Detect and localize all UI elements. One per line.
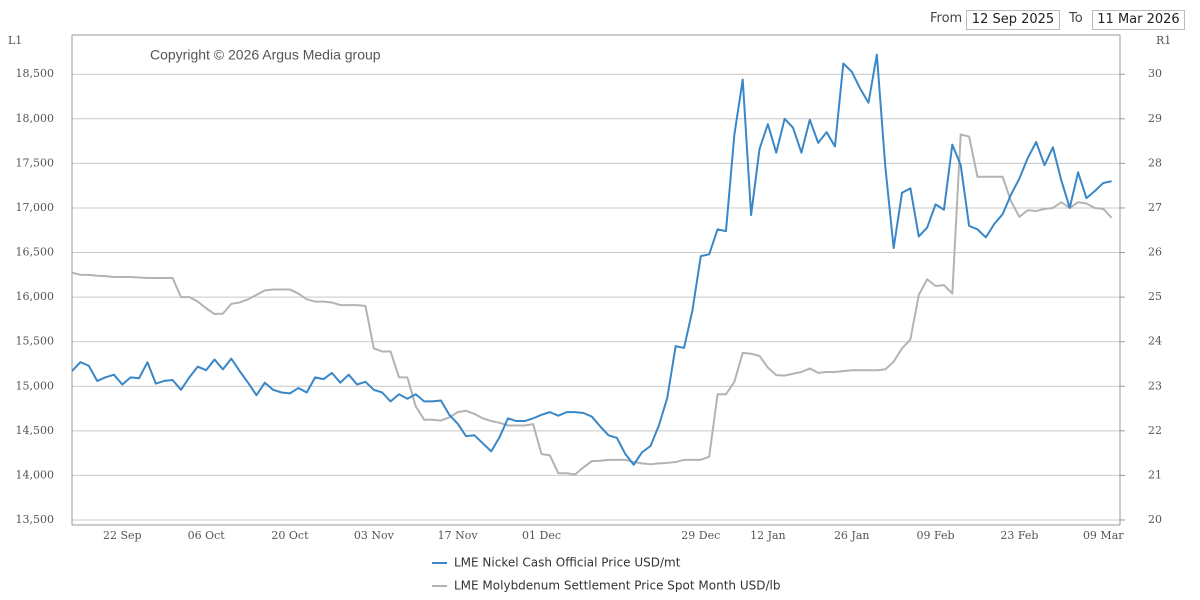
from-date-input[interactable]: 12 Sep 2025 (966, 10, 1060, 30)
x-tick-label: 26 Jan (834, 529, 870, 542)
y-tick-label: 17,000 (16, 201, 55, 214)
y2-tick-label: 26 (1148, 246, 1162, 259)
legend-label: LME Nickel Cash Official Price USD/mt (454, 556, 681, 570)
legend-label: LME Molybdenum Settlement Price Spot Mon… (454, 579, 780, 593)
to-date-input[interactable]: 11 Mar 2026 (1092, 10, 1185, 30)
x-tick-label: 17 Nov (438, 529, 479, 542)
y2-tick-label: 28 (1148, 156, 1162, 169)
y-tick-label: 18,000 (16, 112, 55, 125)
y2-tick-label: 24 (1148, 335, 1162, 348)
y2-axis-label: R1 (1156, 34, 1171, 47)
y-axis-label: L1 (8, 34, 22, 47)
to-label: To (1069, 11, 1083, 26)
y-tick-label: 16,000 (16, 290, 55, 303)
y2-tick-label: 21 (1148, 468, 1162, 481)
series-line (71, 133, 1113, 476)
x-tick-label: 09 Mar (1083, 529, 1124, 542)
from-label: From (930, 11, 963, 26)
y2-tick-label: 30 (1148, 67, 1162, 80)
y-tick-label: 15,000 (16, 379, 55, 392)
copyright: Copyright © 2026 Argus Media group (150, 47, 381, 63)
y2-tick-label: 23 (1148, 379, 1162, 392)
y2-tick-label: 25 (1148, 290, 1162, 303)
y-tick-label: 13,500 (16, 513, 55, 526)
x-tick-label: 01 Dec (522, 529, 561, 542)
y2-tick-label: 20 (1148, 513, 1162, 526)
x-tick-label: 09 Feb (917, 529, 955, 542)
x-tick-label: 03 Nov (354, 529, 395, 542)
y2-tick-label: 27 (1148, 201, 1162, 214)
y-tick-label: 18,500 (16, 67, 55, 80)
y-tick-label: 14,500 (16, 424, 55, 437)
y-tick-label: 16,500 (16, 246, 55, 259)
y2-tick-label: 29 (1148, 112, 1162, 125)
x-tick-label: 22 Sep (103, 529, 142, 542)
x-tick-label: 20 Oct (271, 529, 309, 542)
y-tick-label: 14,000 (16, 468, 55, 481)
y-tick-label: 15,500 (16, 335, 55, 348)
x-tick-label: 06 Oct (188, 529, 226, 542)
x-tick-label: 12 Jan (750, 529, 786, 542)
x-tick-label: 23 Feb (1000, 529, 1038, 542)
y2-tick-label: 22 (1148, 424, 1162, 437)
y-tick-label: 17,500 (16, 156, 55, 169)
x-tick-label: 29 Dec (681, 529, 720, 542)
series-line (71, 53, 1112, 466)
